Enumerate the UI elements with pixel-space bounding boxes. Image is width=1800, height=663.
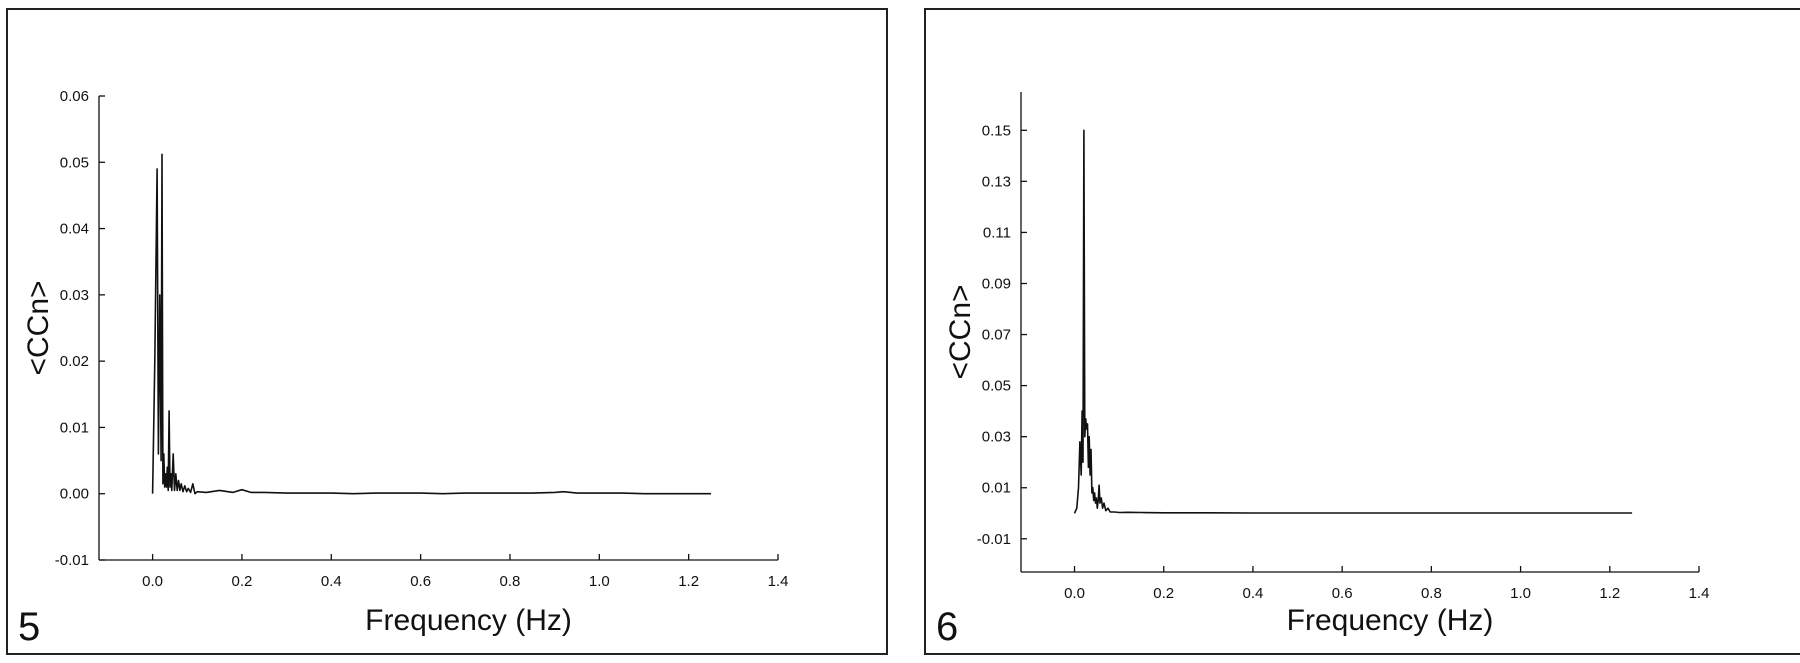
y-tick-label: -0.01 (977, 531, 1011, 548)
x-tick-label: 1.2 (678, 573, 699, 590)
x-tick-label: 0.6 (1332, 585, 1353, 602)
series-line-1 (1073, 129, 1633, 514)
x-tick-label: 0.8 (1421, 585, 1442, 602)
y-tick-label: 0.05 (982, 378, 1011, 395)
x-tick-label: 0.6 (410, 573, 431, 590)
x-tick-label: 0.0 (142, 573, 163, 590)
y-tick-label: -0.01 (55, 552, 89, 569)
x-tick-label: 1.0 (1510, 585, 1531, 602)
y-tick-label: 0.06 (60, 88, 89, 105)
x-tick-label: 0.0 (1064, 585, 1085, 602)
y-axis-title: <CCn> (944, 284, 977, 379)
x-tick-label: 0.8 (500, 573, 521, 590)
y-tick-label: 0.09 (982, 275, 1011, 292)
y-tick-label: 0.01 (982, 480, 1011, 497)
panel-number-label: 5 (18, 605, 40, 649)
panel-number-label: 6 (936, 605, 958, 649)
chart-svg-5: -0.01 0.00 0.01 0.02 0.03 0.04 0.05 0.06 0.0 0.2 0… (18, 88, 789, 649)
y-tick-label: 0.05 (60, 154, 89, 171)
x-tick-label: 0.2 (232, 573, 253, 590)
y-tick-label: 0.04 (60, 221, 89, 238)
chart-svg-6: -0.01 0.01 0.03 0.05 0.07 0.09 0.11 0.13 0.15 0.0… (936, 92, 1710, 649)
x-tick-label: 1.4 (768, 573, 789, 590)
y-axis-title: <CCn> (22, 280, 55, 375)
x-axis-title: Frequency (Hz) (365, 604, 572, 637)
y-tick-label: 0.03 (60, 287, 89, 304)
y-tick-label: 0.02 (60, 353, 89, 370)
y-tick-label: 0.15 (982, 122, 1011, 139)
y-tick-label: 0.03 (982, 429, 1011, 446)
chart-panel-6: -0.01 0.01 0.03 0.05 0.07 0.09 0.11 0.13 0.15 0.0… (924, 8, 1800, 655)
x-tick-label: 0.2 (1153, 585, 1174, 602)
x-tick-label: 0.4 (1243, 585, 1264, 602)
series-line-1 (151, 153, 711, 495)
y-tick-label: 0.13 (982, 173, 1011, 190)
y-tick-label: 0.01 (60, 419, 89, 436)
x-tick-label: 1.4 (1689, 585, 1710, 602)
x-tick-label: 1.2 (1599, 585, 1620, 602)
x-axis-title: Frequency (Hz) (1287, 604, 1494, 637)
x-tick-label: 1.0 (589, 573, 610, 590)
y-tick-label: 0.11 (983, 224, 1011, 241)
y-tick-label: 0.00 (60, 486, 89, 503)
y-tick-label: 0.07 (982, 327, 1011, 344)
chart-panel-5: -0.01 0.00 0.01 0.02 0.03 0.04 0.05 0.06 0.0 0.2 0… (6, 8, 888, 655)
x-tick-label: 0.4 (321, 573, 342, 590)
